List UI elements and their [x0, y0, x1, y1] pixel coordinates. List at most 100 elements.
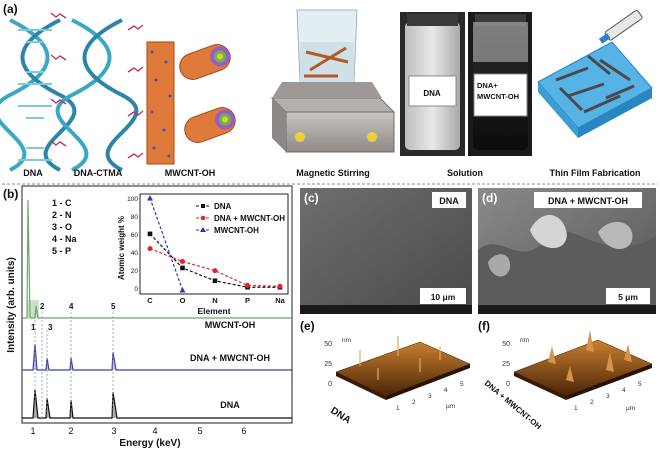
panel-c-letter: (c) — [304, 191, 319, 205]
afm-f-unit-nm: nm — [520, 337, 529, 344]
inset-data-point — [147, 231, 153, 237]
mwcnt-oh-trace — [22, 199, 292, 319]
afm-f-z-tick: 25 — [502, 361, 510, 368]
afm-f-sample-label: DNA + MWCNT-OH — [483, 379, 543, 432]
sem-dna-tag-box — [432, 192, 466, 208]
mwcnt-oh-illustration — [146, 41, 236, 165]
inset-y-tick: 100 — [127, 196, 138, 203]
afm-f-unit-um: μm — [626, 405, 635, 412]
element-key-item: 3 - O — [52, 222, 72, 232]
dna-ctma-illustration — [50, 12, 144, 172]
eds-x-tick: 6 — [241, 426, 246, 436]
element-key-item: 4 - Na — [52, 234, 78, 244]
eds-plot-frame — [21, 185, 293, 424]
inset-x-tick: Na — [275, 296, 285, 305]
inset-data-point — [212, 268, 218, 274]
eds-x-tick: 1 — [30, 426, 35, 436]
inset-data-point — [180, 265, 185, 271]
inset-legend: DNA DNA + MWCNT-OH MWCNT-OH — [196, 202, 285, 235]
peak-number: 3 — [48, 323, 53, 332]
inset-x-tick: C — [147, 296, 153, 305]
peak-numbers: 1 2 3 4 5 — [31, 302, 116, 332]
eds-x-tick: 5 — [197, 426, 202, 436]
inset-x-axis-label: Element — [197, 306, 230, 316]
afm-e-unit-um: μm — [446, 403, 455, 410]
afm-e-z-tick: 25 — [324, 361, 332, 368]
sem-dna-mwcnt-tag-box — [534, 192, 642, 208]
element-key: 1 - C 2 - N 3 - O 4 - Na 5 - P — [52, 198, 78, 256]
element-key-item: 5 - P — [52, 246, 71, 256]
panel-a: (a) — [0, 2, 653, 178]
peak-number: 5 — [111, 302, 116, 311]
stage-label-magnetic-stirring: Magnetic Stirring — [296, 168, 370, 178]
inset-data-point — [212, 278, 218, 284]
sem-dna-mwcnt-scale-box — [606, 288, 650, 304]
afm-e-x-tick: 4 — [444, 387, 448, 394]
legend-dna: DNA — [214, 202, 232, 211]
stage-label-solution: Solution — [447, 168, 483, 178]
dna-mwcnt-trace-label: DNA + MWCNT-OH — [190, 353, 270, 363]
eds-x-tick: 4 — [152, 426, 157, 436]
afm-e-x-ticks: 1 2 3 4 5 — [396, 381, 464, 412]
sem-dna-mwcnt-tag: DNA + MWCNT-OH — [548, 196, 628, 206]
panel-f-letter: (f) — [478, 319, 490, 333]
panel-f: (f) nm 50 25 0 DNA + MWCNT-OH 1 2 3 4 5 … — [478, 319, 653, 432]
solution-vials-photo: DNA DNA+ MWCNT-OH — [400, 12, 532, 156]
inset-y-ticks: 100 80 60 40 20 0 — [127, 196, 138, 293]
inset-data-point — [147, 246, 153, 252]
eds-x-tick: 2 — [68, 426, 73, 436]
afm-f-x-tick: 2 — [590, 399, 594, 406]
panel-d-letter: (d) — [482, 191, 497, 205]
stage-label-dna: DNA — [23, 168, 43, 178]
inset-x-tick: P — [245, 296, 250, 305]
inset-series — [147, 195, 283, 293]
afm-e-sample-label: DNA — [328, 405, 352, 426]
inset-x-ticks: C O N P Na — [147, 296, 285, 305]
sem-dna-scale-box — [420, 288, 466, 304]
afm-f-x-tick: 1 — [574, 405, 578, 412]
element-key-item: 1 - C — [52, 198, 72, 208]
vial-right-label-line1: DNA+ — [477, 81, 498, 90]
panel-e: (e) nm 50 25 0 DNA 1 2 3 4 5 μm — [300, 319, 471, 426]
panel-d: (d) DNA + MWCNT-OH 5 μm — [478, 188, 656, 314]
afm-f-z-tick: 0 — [506, 381, 510, 388]
dna-trace-label: DNA — [220, 400, 240, 410]
stage-label-dna-ctma: DNA-CTMA — [74, 168, 123, 178]
inset-y-tick: 40 — [131, 250, 139, 257]
afm-e-z-tick: 0 — [328, 381, 332, 388]
afm-e-x-tick: 3 — [428, 393, 432, 400]
afm-e-z-tick: 50 — [324, 341, 332, 348]
afm-e-x-tick: 1 — [396, 405, 400, 412]
sem-dna-mwcnt-scale: 5 μm — [618, 292, 638, 302]
afm-e-x-tick: 2 — [412, 399, 416, 406]
afm-e-surface — [335, 341, 471, 397]
stage-labels: DNA DNA-CTMA MWCNT-OH Magnetic Stirring … — [23, 168, 640, 178]
afm-f-z-tick: 50 — [502, 341, 510, 348]
afm-f-x-tick: 3 — [606, 393, 610, 400]
inset-data-point — [147, 195, 153, 201]
peak-number: 2 — [40, 302, 45, 311]
atomic-weight-inset: Atomic weight % Element 100 80 60 40 20 … — [117, 193, 289, 316]
eds-x-ticks: 1 2 3 4 5 6 — [30, 426, 246, 436]
dna-trace — [22, 389, 292, 419]
stage-label-thin-film: Thin Film Fabrication — [549, 168, 640, 178]
inset-data-point — [245, 282, 250, 288]
inset-series-line — [149, 197, 184, 291]
magnetic-stirrer-illustration — [270, 9, 396, 153]
mwcnt-oh-fill — [27, 300, 39, 318]
panel-a-letter: (a) — [3, 2, 18, 16]
peak-guides — [34, 312, 114, 418]
afm-f-x-ticks: 1 2 3 4 5 — [574, 381, 642, 412]
afm-f-surface — [513, 339, 653, 397]
mwcnt-oh-trace-label: MWCNT-OH — [205, 320, 256, 330]
legend-mwcnt: MWCNT-OH — [214, 226, 259, 235]
thin-film-illustration — [537, 9, 653, 138]
inset-y-tick: 20 — [131, 268, 139, 275]
afm-f-x-tick: 4 — [622, 387, 626, 394]
vial-left-label: DNA — [423, 89, 441, 98]
afm-e-unit-nm: nm — [342, 337, 351, 344]
eds-y-axis-label: Intensity (arb. units) — [6, 257, 17, 353]
afm-f-x-tick: 5 — [638, 381, 642, 388]
sem-dna-scale: 10 μm — [431, 292, 456, 302]
